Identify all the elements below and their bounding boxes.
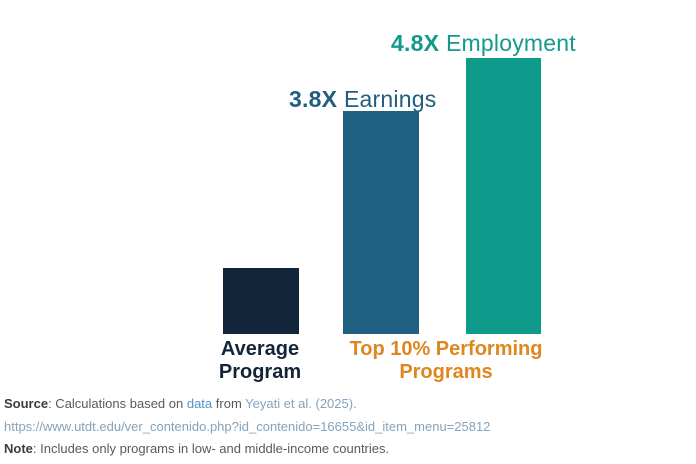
- note-line: Note: Includes only programs in low- and…: [4, 441, 389, 456]
- source-text-2: from: [212, 396, 246, 411]
- employment-multiplier: 4.8X: [391, 30, 440, 56]
- source-url-link[interactable]: https://www.utdt.edu/ver_contenido.php?i…: [4, 419, 491, 434]
- category-label-average-line1: Average: [220, 338, 300, 360]
- category-label-top10-line2: Programs: [399, 361, 493, 383]
- url-line: https://www.utdt.edu/ver_contenido.php?i…: [4, 419, 490, 434]
- earnings-data-label: 3.8X Earnings: [289, 86, 436, 113]
- category-label-average-program: Average Program: [196, 338, 324, 384]
- source-label: Source: [4, 396, 49, 411]
- category-label-top10-programs: Top 10% Performing Programs: [328, 338, 564, 384]
- category-label-average-line2: Program: [218, 361, 302, 383]
- source-text-1: : Calculations based on: [48, 396, 187, 411]
- author-link[interactable]: Yeyati et al. (2025).: [245, 396, 357, 411]
- note-label: Note: [4, 441, 33, 456]
- bar-average-program: [223, 268, 299, 334]
- bar-employment: [466, 58, 541, 334]
- data-link[interactable]: data: [186, 396, 213, 411]
- earnings-label: Earnings: [344, 86, 437, 112]
- note-text: : Includes only programs in low- and mid…: [32, 441, 390, 456]
- earnings-multiplier: 3.8X: [289, 86, 338, 112]
- bar-earnings: [343, 111, 419, 334]
- category-label-top10-line1: Top 10% Performing: [349, 338, 543, 360]
- source-line: Source: Calculations based on data from …: [4, 396, 357, 411]
- employment-data-label: 4.8X Employment: [391, 30, 576, 57]
- employment-label: Employment: [446, 30, 576, 56]
